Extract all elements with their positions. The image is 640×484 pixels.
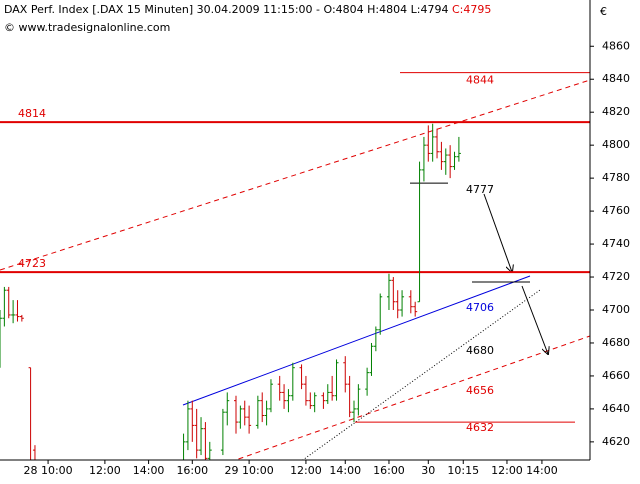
x-tick-label: 14:00 — [526, 464, 558, 477]
y-tick-label: 4860 — [602, 39, 630, 52]
x-tick-label: 29 10:00 — [225, 464, 274, 477]
x-tick-label: 10:15 — [447, 464, 479, 477]
annotation: 4656 — [466, 384, 494, 397]
y-tick-label: 4620 — [602, 435, 630, 448]
trend-line — [182, 275, 531, 406]
y-tick-label: 4660 — [602, 369, 630, 382]
trend-channel-upper — [0, 79, 590, 271]
level-label: 4844 — [466, 74, 494, 87]
chart-title: DAX Perf. Index [.DAX 15 Minuten] 30.04.… — [4, 3, 491, 16]
close-label: C:4795 — [452, 3, 491, 16]
annotation: 4680 — [466, 344, 494, 357]
x-tick-label: 12:00 — [290, 464, 322, 477]
y-tick-label: 4640 — [602, 402, 630, 415]
y-tick-label: 4800 — [602, 138, 630, 151]
watermark: © www.tradesignalonline.com — [4, 21, 170, 34]
level-label: 4814 — [18, 107, 46, 120]
annotation: 4706 — [466, 301, 494, 314]
arrow — [521, 285, 548, 354]
trend-line-dotted — [301, 289, 541, 460]
x-tick-label: 28 10:00 — [23, 464, 72, 477]
x-tick-label: 16:00 — [176, 464, 208, 477]
x-tick-label: 16:00 — [373, 464, 405, 477]
y-tick-label: 4680 — [602, 336, 630, 349]
arrow — [483, 193, 512, 272]
y-tick-label: 4740 — [602, 237, 630, 250]
x-tick-label: 30 — [421, 464, 435, 477]
y-tick-label: 4700 — [602, 303, 630, 316]
currency: € — [600, 5, 607, 18]
level-label: 4723 — [18, 257, 46, 270]
y-tick-label: 4720 — [602, 270, 630, 283]
level-label: 4632 — [466, 421, 494, 434]
y-tick-label: 4820 — [602, 105, 630, 118]
plot-area — [0, 72, 590, 460]
x-tick-label: 12:00 — [89, 464, 121, 477]
y-tick-label: 4780 — [602, 171, 630, 184]
y-tick-label: 4840 — [602, 72, 630, 85]
title: DAX Perf. Index [.DAX 15 Minuten] 30.04.… — [4, 3, 448, 16]
x-tick-label: 12:00 — [491, 464, 523, 477]
x-tick-label: 14:00 — [133, 464, 165, 477]
level-label: 4777 — [466, 183, 494, 196]
x-tick-label: 14:00 — [329, 464, 361, 477]
trend-channel-lower — [234, 335, 590, 460]
y-tick-label: 4760 — [602, 204, 630, 217]
